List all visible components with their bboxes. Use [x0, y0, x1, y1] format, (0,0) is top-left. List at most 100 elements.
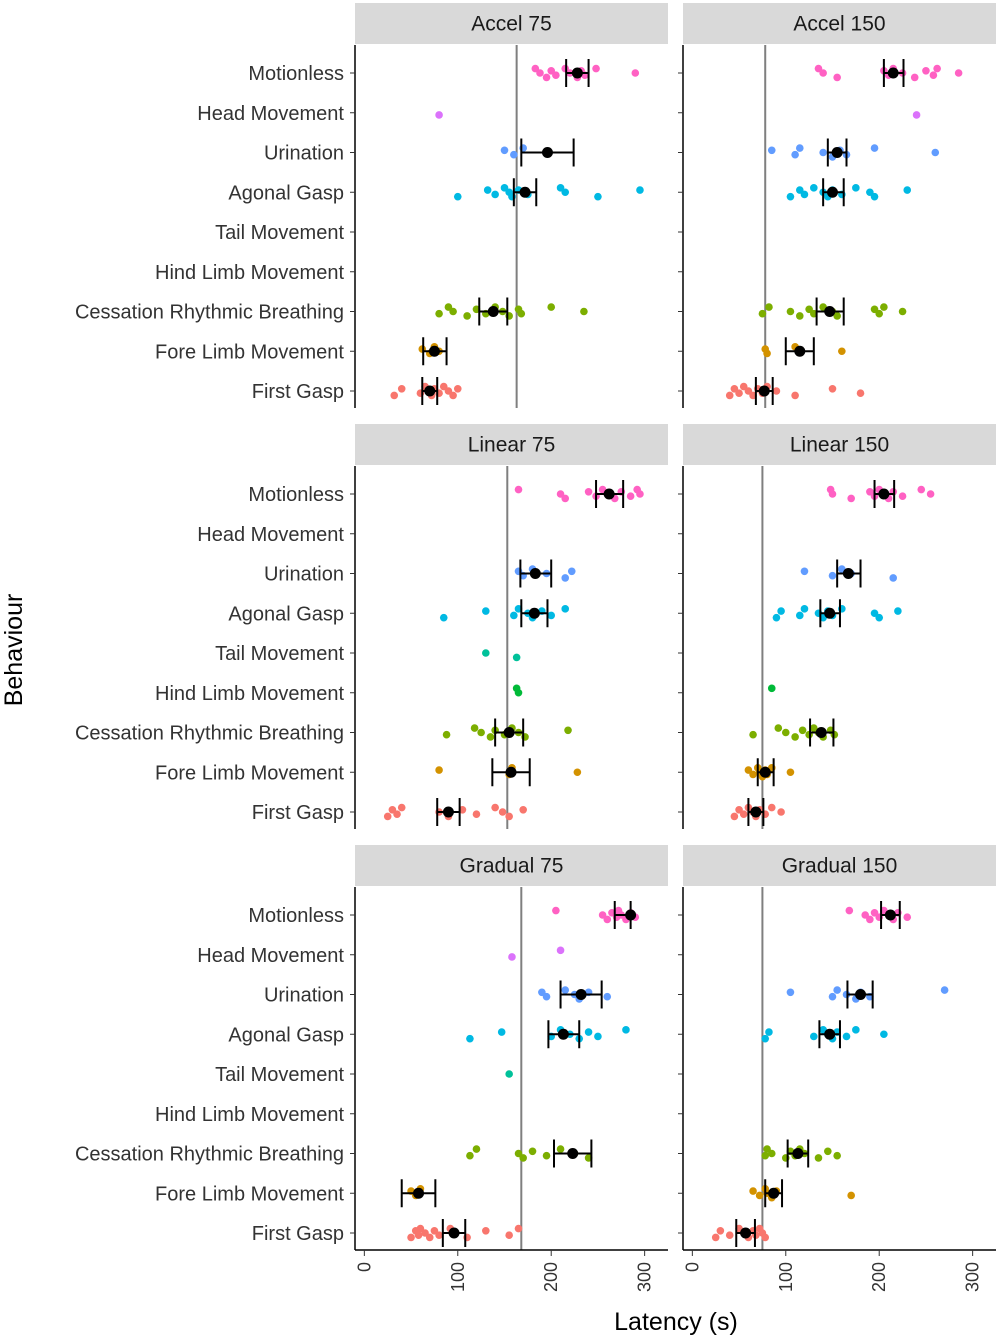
y-tick-label: Cessation Rhythmic Breathing: [75, 302, 344, 324]
data-point: [466, 1034, 474, 1043]
mean-point: [759, 766, 771, 778]
data-point: [500, 146, 509, 155]
facet-panel: Accel 150: [678, 3, 996, 408]
facet-panel: Gradual 150 0 100 200 300: [678, 845, 996, 1292]
data-point: [842, 1032, 851, 1041]
data-point: [483, 186, 492, 194]
data-point: [547, 611, 556, 620]
data-point: [926, 490, 935, 498]
data-point: [903, 913, 912, 921]
data-point: [472, 1145, 481, 1153]
y-tick-label: First Gasp: [252, 1223, 344, 1245]
mean-point: [503, 727, 515, 738]
data-point: [508, 953, 516, 961]
data-point: [739, 810, 748, 818]
data-point: [556, 946, 565, 955]
data-point: [439, 613, 448, 622]
data-point: [561, 494, 570, 503]
data-point: [505, 1070, 513, 1078]
data-point: [482, 607, 490, 615]
data-point: [767, 146, 776, 155]
y-tick-label: Cessation Rhythmic Breathing: [75, 1144, 344, 1166]
data-point: [491, 190, 499, 199]
mean-point: [887, 67, 899, 79]
mean-point: [842, 568, 854, 579]
data-point: [594, 1032, 602, 1041]
data-point: [833, 73, 841, 82]
data-point: [917, 485, 926, 494]
data-point: [910, 73, 919, 82]
data-point: [810, 184, 818, 192]
mean-point: [557, 1028, 569, 1040]
x-tick-label: 300: [963, 1262, 983, 1292]
data-point: [636, 186, 644, 194]
data-point: [561, 574, 570, 582]
data-point: [482, 649, 490, 657]
data-point: [749, 1187, 757, 1195]
data-point: [470, 724, 479, 732]
data-point: [514, 1224, 523, 1233]
data-point: [435, 111, 443, 119]
data-point: [772, 613, 781, 622]
y-tick-label: Fore Limb Movement: [155, 341, 344, 363]
x-tick-label: 100: [776, 1262, 796, 1292]
y-tick-label: Motionless: [248, 484, 344, 506]
data-point: [556, 1145, 565, 1153]
x-tick-label: 0: [354, 1262, 374, 1272]
data-point: [542, 73, 551, 82]
facet-title: Gradual 75: [460, 855, 564, 878]
data-point: [798, 726, 807, 735]
data-point: [777, 607, 785, 615]
data-point: [856, 389, 865, 398]
facet-strip: [355, 3, 668, 44]
y-tick-label: Head Movement: [197, 524, 344, 546]
data-point: [622, 1026, 630, 1034]
data-point: [755, 1191, 764, 1200]
data-point: [425, 1233, 434, 1242]
mean-point: [487, 306, 499, 317]
mean-point: [884, 909, 896, 921]
data-point: [833, 986, 841, 994]
mean-point: [815, 727, 827, 738]
data-point: [795, 144, 804, 152]
mean-point: [448, 1227, 460, 1239]
mean-point: [878, 488, 890, 500]
data-point: [929, 71, 938, 79]
data-point: [875, 613, 884, 622]
data-point: [491, 803, 499, 812]
data-point: [636, 490, 644, 498]
data-point: [735, 389, 743, 398]
mean-point: [824, 607, 836, 619]
data-point: [758, 309, 767, 318]
y-tick-label: Head Movement: [197, 103, 344, 125]
data-point: [519, 806, 527, 814]
data-point: [486, 733, 495, 741]
data-point: [519, 1154, 527, 1162]
y-tick-label: Head Movement: [197, 945, 344, 967]
data-point: [505, 812, 513, 821]
data-point: [898, 492, 907, 501]
x-tick-label: 300: [635, 1262, 655, 1292]
data-point: [517, 309, 526, 318]
data-point: [847, 1191, 855, 1200]
mean-point: [758, 385, 770, 397]
data-point: [852, 1026, 860, 1034]
data-point: [828, 992, 837, 1001]
data-point: [580, 307, 588, 316]
x-tick-label: 100: [448, 1262, 468, 1292]
data-point: [442, 730, 451, 739]
data-point: [564, 726, 572, 735]
mean-point: [750, 806, 762, 818]
mean-point: [424, 385, 436, 397]
data-point: [552, 906, 560, 915]
facet-panel: Gradual 75 Motionless Head Movement Urinati…: [75, 845, 668, 1292]
data-point: [810, 1032, 818, 1041]
data-point: [407, 1233, 415, 1242]
y-tick-label: Fore Limb Movement: [155, 762, 344, 784]
data-point: [510, 611, 518, 620]
data-point: [774, 724, 783, 732]
data-point: [894, 607, 902, 615]
data-point: [435, 766, 443, 774]
data-point: [800, 190, 809, 199]
data-point: [845, 906, 854, 915]
